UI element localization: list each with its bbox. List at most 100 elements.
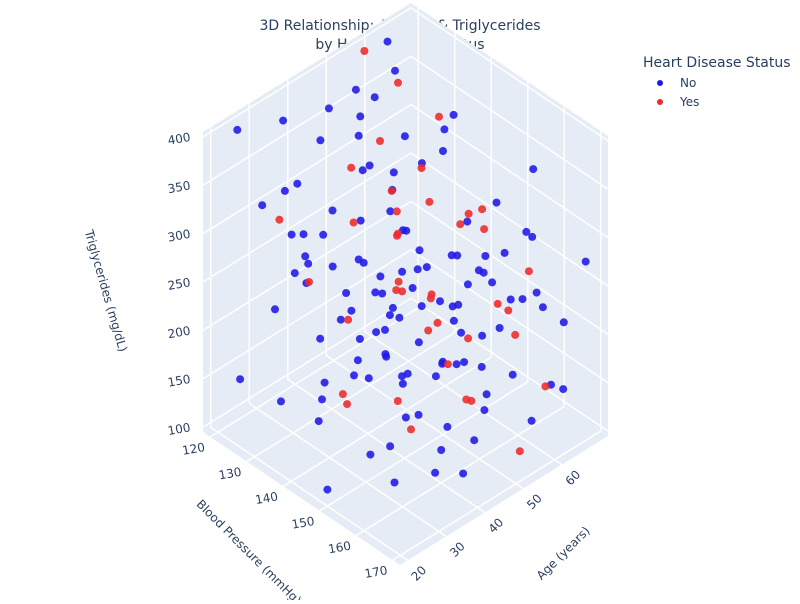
- point-no: [271, 305, 279, 314]
- point-no: [342, 289, 351, 297]
- point-yes: [467, 396, 476, 405]
- point-no: [301, 252, 310, 261]
- point-no: [388, 303, 397, 312]
- point-no: [495, 324, 504, 332]
- legend-marker-yes: [657, 99, 663, 105]
- gridline-tg-age-wall: [410, 7, 609, 142]
- z-tick-label: 300: [167, 227, 192, 245]
- point-no: [370, 93, 379, 102]
- point-yes: [343, 400, 352, 409]
- point-yes: [394, 277, 403, 286]
- y-axis-title: Blood Pressure (mmHg): [194, 497, 304, 600]
- gridline-bp-floor: [282, 356, 492, 487]
- point-no: [290, 269, 299, 278]
- point-no: [477, 362, 486, 371]
- point-no: [356, 112, 365, 121]
- point-no: [403, 369, 412, 378]
- y-tick-label: 160: [327, 539, 352, 557]
- z-tick-label: 350: [167, 178, 192, 196]
- point-no: [422, 263, 431, 272]
- point-no: [350, 371, 358, 380]
- z-tick-label: 100: [167, 420, 192, 438]
- point-no: [299, 230, 308, 239]
- point-no: [323, 485, 332, 494]
- point-no: [401, 413, 410, 422]
- point-yes: [456, 220, 465, 229]
- point-no: [437, 446, 446, 454]
- point-no: [356, 216, 365, 225]
- point-yes: [376, 137, 384, 145]
- gridline-tg-age-wall: [410, 297, 609, 432]
- point-no: [390, 478, 399, 487]
- point-no: [395, 313, 404, 322]
- point-yes: [417, 164, 426, 172]
- legend-item-no[interactable]: No: [657, 76, 696, 90]
- point-yes: [347, 163, 356, 172]
- point-no: [398, 267, 407, 276]
- point-no: [236, 375, 245, 384]
- z-tick-label: 250: [167, 275, 192, 293]
- gridline-tg-bp-wall: [202, 152, 412, 283]
- gridline-bp-floor: [246, 331, 456, 463]
- point-yes: [464, 209, 473, 218]
- point-no: [506, 295, 515, 304]
- point-no: [381, 325, 389, 334]
- point-no: [457, 328, 466, 337]
- point-no: [378, 289, 387, 298]
- point-no: [415, 246, 424, 255]
- point-no: [233, 125, 242, 134]
- point-no: [449, 110, 458, 119]
- point-no: [293, 179, 302, 188]
- x-axis-title: Age (years): [534, 524, 593, 583]
- gridline-age-floor: [248, 402, 447, 537]
- point-yes: [360, 47, 369, 55]
- point-yes: [407, 425, 415, 434]
- x-tick-label: 30: [447, 539, 468, 560]
- point-yes: [541, 382, 550, 391]
- point-yes: [392, 207, 401, 216]
- gridline-tg-age-wall: [410, 152, 609, 287]
- legend-marker-no: [657, 80, 663, 86]
- point-no: [324, 104, 333, 113]
- legend: Heart Disease Status No Yes: [643, 55, 791, 109]
- point-no: [280, 186, 289, 195]
- point-no: [460, 358, 469, 367]
- point-no: [400, 132, 409, 141]
- point-yes: [515, 447, 524, 456]
- point-no: [355, 335, 364, 343]
- point-no: [386, 207, 395, 216]
- point-no: [402, 226, 411, 235]
- point-yes: [480, 225, 489, 234]
- point-no: [538, 303, 547, 312]
- point-no: [389, 168, 398, 177]
- point-yes: [393, 229, 402, 238]
- x-tick-label: 40: [486, 515, 507, 536]
- z-tick-label: 150: [167, 372, 192, 390]
- point-no: [481, 252, 490, 260]
- gridline-tg-bp-wall: [202, 55, 412, 186]
- point-no: [529, 165, 538, 174]
- point-no: [463, 217, 472, 226]
- gridline-tg-age-wall: [410, 249, 609, 384]
- point-no: [318, 395, 326, 404]
- point-no: [279, 116, 288, 125]
- gridline-age-floor: [210, 426, 409, 561]
- legend-title: Heart Disease Status: [643, 55, 791, 71]
- y-tick-label: 150: [291, 514, 316, 532]
- point-yes: [433, 318, 442, 327]
- y-tick-label: 170: [364, 563, 389, 581]
- point-no: [319, 230, 328, 239]
- point-no: [364, 374, 373, 383]
- point-no: [492, 198, 501, 207]
- point-yes: [349, 218, 358, 227]
- point-no: [527, 416, 536, 425]
- point-no: [452, 360, 461, 369]
- point-no: [479, 268, 488, 277]
- point-no: [398, 379, 407, 388]
- point-yes: [435, 112, 443, 121]
- point-no: [528, 232, 537, 241]
- point-no: [320, 378, 329, 387]
- point-yes: [344, 315, 353, 324]
- legend-item-yes[interactable]: Yes: [657, 95, 699, 109]
